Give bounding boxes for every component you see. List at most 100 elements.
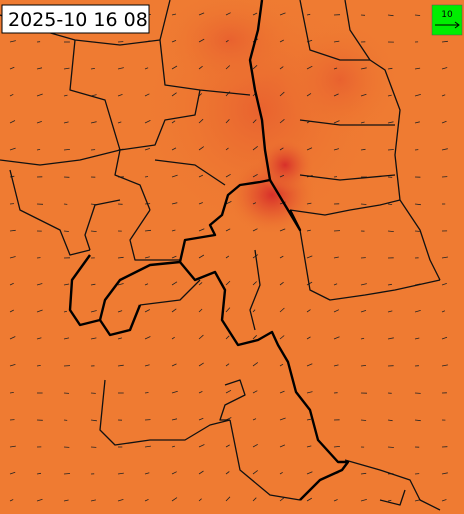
- wind-arrow: [441, 67, 448, 70]
- wind-arrow: [63, 149, 70, 151]
- wind-arrow: [171, 336, 175, 340]
- wind-arrow: [414, 419, 421, 422]
- wind-arrow: [36, 93, 43, 97]
- wind-arrow: [360, 419, 367, 421]
- wind-arrow: [306, 65, 313, 70]
- wind-arrow: [9, 282, 14, 286]
- wind-arrow: [171, 497, 178, 502]
- wind-arrow: [387, 419, 393, 422]
- wind-arrow: [9, 309, 14, 313]
- wind-arrow: [225, 201, 232, 205]
- wind-arrow: [171, 390, 178, 394]
- wind-arrow: [333, 256, 339, 259]
- wind-arrow: [9, 445, 16, 448]
- wind-arrow: [198, 417, 204, 421]
- wind-arrow: [171, 308, 177, 313]
- wind-arrow: [333, 309, 340, 313]
- wind-arrow: [252, 470, 258, 475]
- border: [299, 119, 395, 126]
- border: [129, 209, 180, 261]
- wind-arrow: [198, 202, 203, 205]
- border: [299, 0, 370, 61]
- wind-arrow: [252, 281, 257, 286]
- wind-arrow: [171, 229, 176, 232]
- wind-arrow: [144, 309, 150, 313]
- wind-arrow: [36, 472, 42, 475]
- wind-arrow: [225, 471, 230, 475]
- border: [299, 174, 396, 181]
- wind-arrow: [36, 121, 42, 124]
- wind-arrow: [252, 362, 259, 367]
- wind-arrow: [9, 40, 16, 43]
- wind-arrow: [144, 445, 151, 448]
- wind-arrow: [9, 499, 14, 502]
- wind-arrow: [225, 147, 229, 151]
- wind-arrow: [333, 67, 338, 70]
- wind-arrow: [306, 363, 313, 367]
- wind-arrow: [90, 310, 97, 313]
- wind-arrow: [387, 67, 393, 70]
- wind-arrow: [333, 148, 340, 151]
- wind-arrow: [333, 40, 340, 43]
- wind-arrow: [360, 148, 366, 151]
- wind-arrow: [9, 147, 16, 151]
- wind-arrow: [360, 283, 367, 286]
- wind-arrow: [9, 256, 16, 259]
- wind-arrow: [387, 337, 394, 340]
- heat-area: [160, 0, 300, 90]
- wind-arrow: [252, 174, 258, 178]
- wind-arrow: [279, 444, 286, 448]
- wind-arrow: [63, 121, 69, 124]
- wind-arrow: [36, 498, 43, 502]
- wind-arrow: [279, 255, 284, 259]
- heat-area: [280, 20, 400, 140]
- wind-arrow: [225, 119, 230, 124]
- wind-arrow: [90, 68, 95, 70]
- wind-arrow: [144, 392, 149, 394]
- wind-arrow: [144, 148, 151, 151]
- wind-arrow: [387, 94, 392, 97]
- wind-arrow: [144, 120, 151, 124]
- national-border: [178, 0, 350, 501]
- wind-arrow: [441, 148, 448, 151]
- wind-arrow: [279, 497, 285, 502]
- wind-arrow: [198, 174, 204, 178]
- wind-arrow: [144, 67, 149, 70]
- wind-arrow: [117, 364, 124, 367]
- borders: [0, 0, 441, 511]
- wind-arrow: [306, 336, 311, 340]
- border: [219, 379, 246, 421]
- wind-arrow: [144, 472, 150, 475]
- wind-arrow: [252, 390, 258, 394]
- wind-arrow: [387, 446, 394, 448]
- border: [0, 149, 121, 166]
- wind-arrow: [414, 203, 421, 206]
- wind-arrow: [225, 39, 229, 43]
- wind-arrow: [252, 335, 257, 340]
- wind-arrow: [279, 66, 284, 70]
- wind-arrow: [252, 119, 257, 124]
- wind-arrow: [360, 67, 367, 70]
- wind-arrow: [198, 38, 205, 43]
- wind-arrow: [63, 67, 70, 70]
- border: [154, 159, 226, 186]
- wind-arrow: [333, 499, 338, 502]
- wind-arrow: [225, 363, 230, 367]
- wind-arrow: [441, 120, 447, 124]
- border: [114, 89, 201, 211]
- wind-arrow: [36, 67, 43, 70]
- wind-arrow: [198, 118, 204, 124]
- wind-arrow: [360, 365, 367, 367]
- wind-arrow: [171, 120, 176, 124]
- national-border: [268, 179, 302, 232]
- wind-arrow: [333, 93, 339, 97]
- wind-arrow: [171, 202, 178, 205]
- wind-arrow: [144, 176, 149, 178]
- wind-arrow: [387, 283, 392, 286]
- wind-arrow: [90, 419, 97, 422]
- wind-arrow: [414, 14, 421, 16]
- wind-arrow: [252, 202, 257, 205]
- border: [344, 0, 441, 281]
- wind-arrow: [306, 418, 311, 421]
